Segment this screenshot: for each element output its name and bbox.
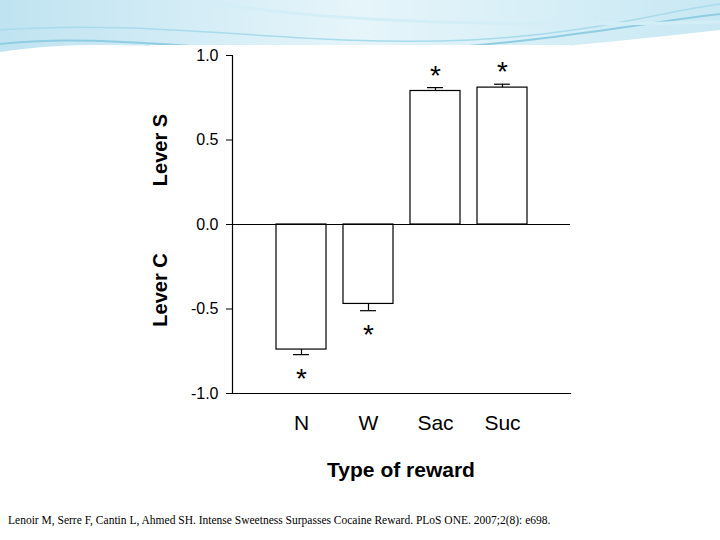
svg-text:-0.5: -0.5 [191,300,219,317]
svg-text:0.0: 0.0 [196,216,218,233]
svg-text:W: W [359,411,379,434]
html-text:Type of reward: Type of reward [327,458,475,481]
svg-text:0.5: 0.5 [196,131,218,148]
html-text:Lenoir M, Serre F, Cantin L, A: Lenoir M, Serre F, Cantin L, Ahmed SH. I… [8,514,551,526]
svg-text:*: * [296,363,307,394]
svg-text:1.0: 1.0 [196,47,218,64]
svg-text:-1.0: -1.0 [191,385,219,402]
svg-text:Sac: Sac [417,411,453,434]
svg-text:Suc: Suc [484,411,520,434]
svg-text:*: * [430,60,441,91]
svg-text:N: N [294,411,309,434]
svg-text:*: * [497,56,508,87]
html-text:Lever C: Lever C [148,253,171,327]
html-text:Lever S: Lever S [148,113,171,187]
svg-text:*: * [363,319,374,350]
